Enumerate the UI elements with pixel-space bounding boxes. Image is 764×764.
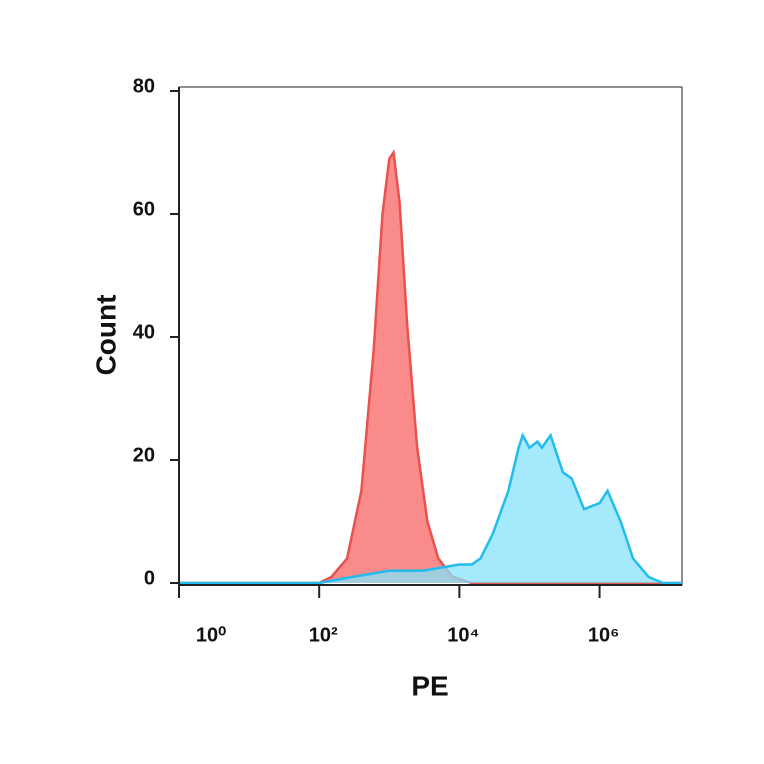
y-tick-label: 40 bbox=[133, 321, 155, 343]
y-axis-label: Count bbox=[90, 295, 121, 376]
x-tick-label: 10² bbox=[309, 624, 338, 646]
x-tick-label: 10⁶ bbox=[588, 624, 619, 646]
y-tick-label: 0 bbox=[144, 567, 155, 589]
x-tick-label: 10⁴ bbox=[447, 624, 479, 646]
y-tick-label: 60 bbox=[133, 198, 155, 220]
histogram-line bbox=[179, 432, 682, 585]
area-fill bbox=[179, 435, 682, 583]
y-tick-label: 20 bbox=[133, 444, 155, 466]
y-tick-label: 80 bbox=[133, 75, 155, 97]
histogram-line bbox=[179, 149, 682, 585]
x-tick-label: 10⁰ bbox=[196, 624, 226, 646]
x-axis-label: PE bbox=[411, 670, 448, 701]
